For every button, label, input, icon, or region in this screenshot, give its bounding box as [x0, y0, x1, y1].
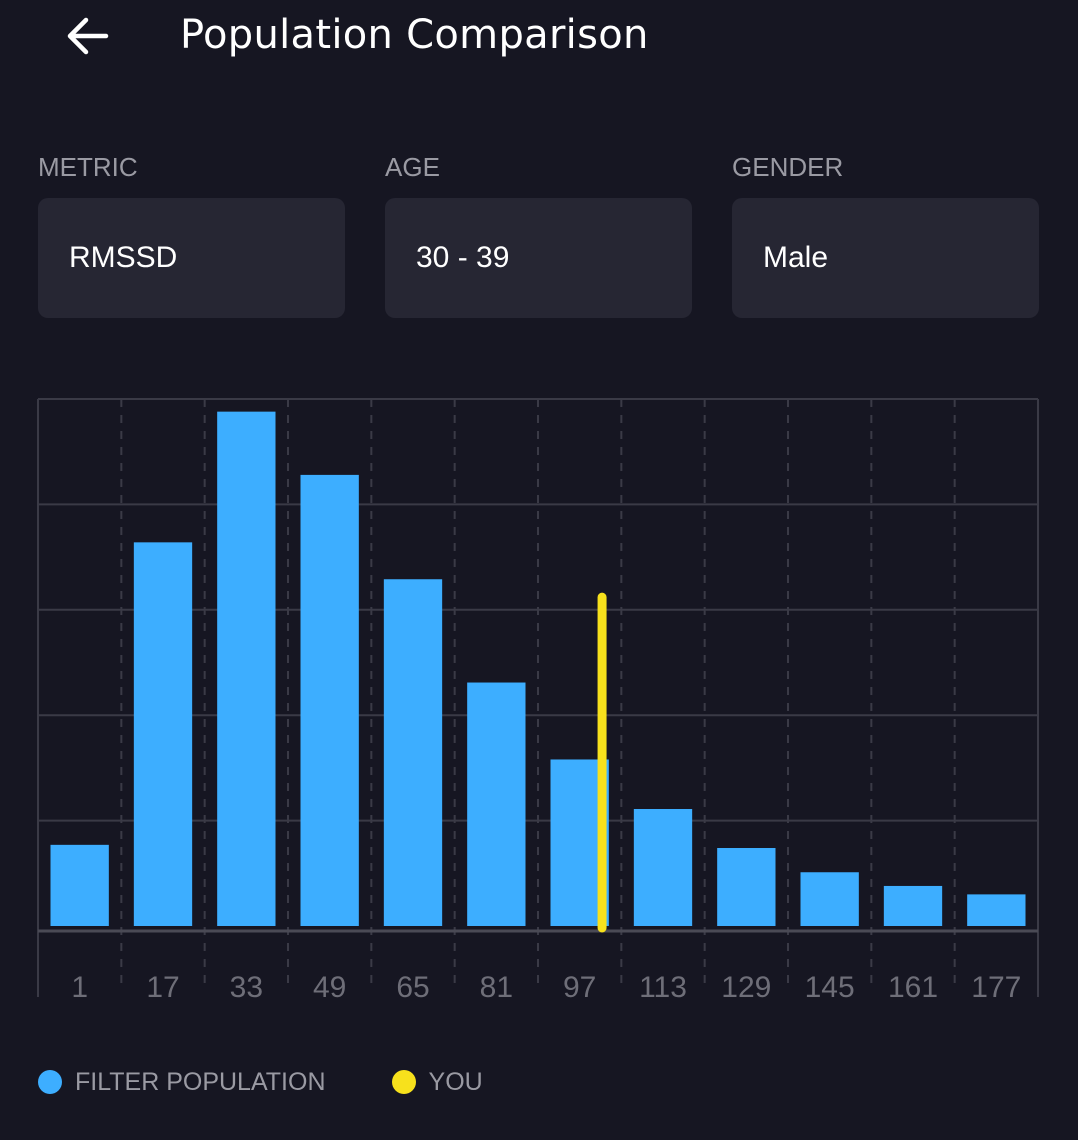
bar-65 — [383, 579, 443, 926]
back-button[interactable] — [62, 14, 114, 58]
legend-dot-population — [38, 1070, 62, 1094]
age-label: AGE — [385, 152, 440, 182]
x-tick-label: 81 — [480, 971, 513, 1004]
bar-17 — [133, 542, 193, 926]
chart-legend: FILTER POPULATION YOU — [38, 1064, 549, 1100]
legend-label-you: YOU — [428, 1067, 483, 1096]
bar-161 — [883, 885, 943, 926]
age-select[interactable]: 30 - 39 — [385, 198, 692, 318]
bar-129 — [717, 848, 776, 926]
legend-dot-you — [391, 1070, 416, 1094]
population-histogram: 1 17 33 49 65 81 97 113 129 145 161 177 — [37, 398, 1039, 1004]
gender-select[interactable]: Male — [732, 198, 1039, 318]
x-tick-label: 97 — [563, 971, 596, 1004]
legend-label-population: FILTER POPULATION — [75, 1067, 326, 1096]
x-tick-label: 145 — [805, 971, 855, 1004]
x-tick-label: 113 — [639, 971, 687, 1004]
bar-1 — [50, 844, 109, 926]
bar-49 — [300, 474, 359, 926]
bar-33 — [217, 411, 276, 926]
app-header: Population Comparison — [0, 0, 1078, 80]
page-title: Population Comparison — [180, 12, 649, 58]
x-tick-label: 1 — [71, 971, 88, 1004]
x-tick-label: 17 — [146, 971, 179, 1004]
metric-label: METRIC — [38, 152, 138, 182]
legend-item-population: FILTER POPULATION — [38, 1068, 326, 1097]
metric-select[interactable]: RMSSD — [38, 198, 345, 318]
x-tick-label: 177 — [971, 971, 1021, 1004]
bar-81 — [467, 682, 526, 926]
gender-label: GENDER — [732, 152, 844, 182]
x-tick-label: 129 — [721, 971, 771, 1004]
bar-177 — [967, 894, 1026, 926]
x-tick-label: 65 — [396, 971, 429, 1004]
x-tick-label: 161 — [888, 971, 938, 1004]
x-tick-label: 49 — [313, 971, 346, 1004]
arrow-left-icon — [67, 17, 109, 55]
legend-item-you: YOU — [391, 1067, 483, 1097]
bar-145 — [800, 872, 859, 926]
x-tick-label: 33 — [230, 971, 263, 1004]
bar-113 — [633, 809, 693, 926]
